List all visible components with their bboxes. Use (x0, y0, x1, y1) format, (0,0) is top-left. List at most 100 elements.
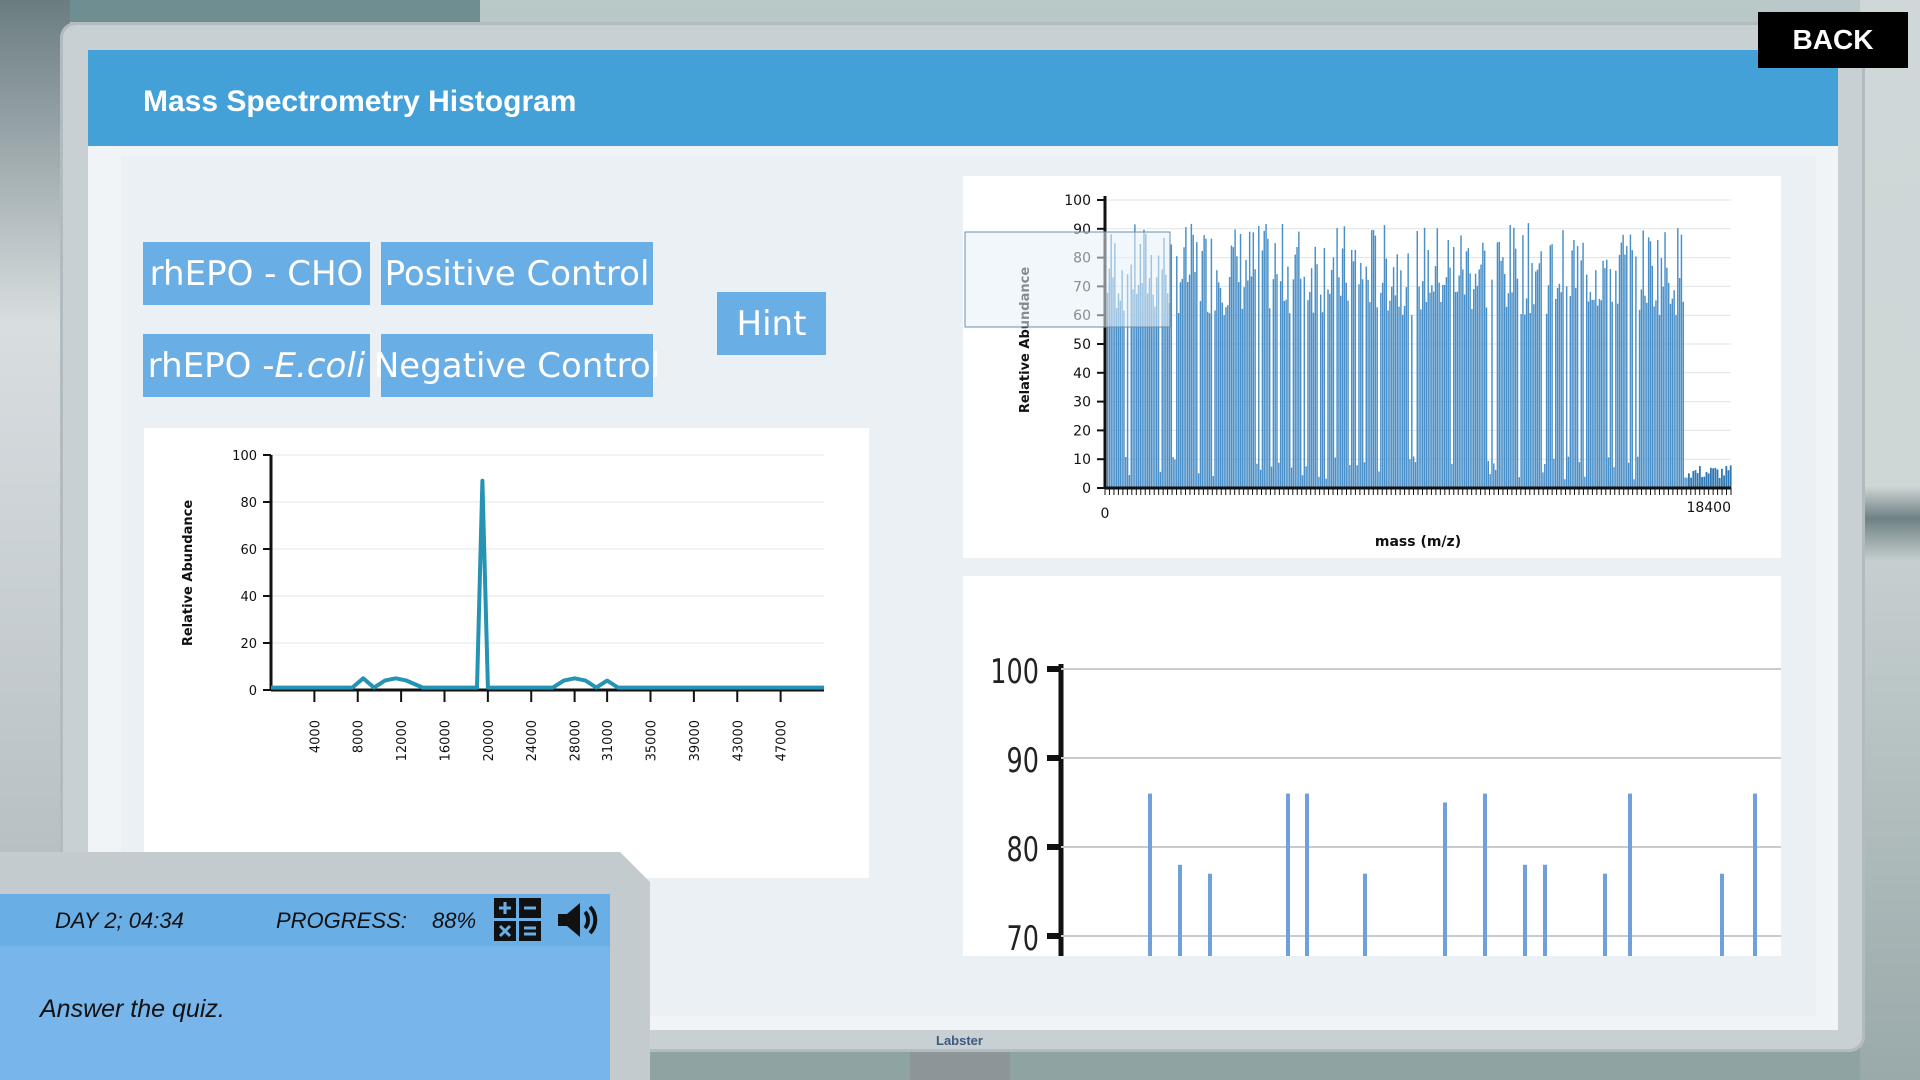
zoom-bar (1443, 802, 1447, 956)
histogram-bar (1613, 467, 1615, 488)
histogram-bar (1356, 465, 1358, 488)
histogram-bar (1485, 307, 1488, 488)
histogram-bar (1170, 244, 1173, 488)
histogram-bar (1544, 464, 1546, 488)
histogram-bar (1349, 465, 1351, 488)
histogram-bar (1509, 225, 1511, 488)
histogram-bar (1327, 289, 1329, 488)
histogram-bar (1319, 294, 1322, 488)
series-line (271, 478, 824, 690)
progress-label: PROGRESS: (276, 908, 407, 933)
day-time: DAY 2; 04:34 (55, 908, 184, 933)
monitor-stand (910, 1052, 1010, 1080)
rhepo-ecoli-button[interactable]: rhEPO - E.coli (143, 334, 370, 397)
histogram-bar (1276, 274, 1278, 488)
histogram-bar (1487, 460, 1490, 488)
histogram-bar (1179, 282, 1182, 488)
histogram-bar (1647, 237, 1650, 488)
positive-control-button[interactable]: Positive Control (381, 242, 653, 305)
histogram-bar (1513, 227, 1515, 488)
histogram-bar (1578, 462, 1581, 488)
calculator-icon[interactable] (493, 897, 543, 943)
histogram-bar (1106, 292, 1109, 488)
histogram-bar (1518, 477, 1521, 488)
brand-label: Labster (936, 1033, 983, 1048)
speaker-icon[interactable] (556, 900, 606, 940)
histogram-bar (1624, 254, 1626, 488)
histogram-bar (1259, 469, 1262, 488)
histogram-bar (1567, 456, 1570, 488)
histogram-bar (1516, 278, 1519, 488)
histogram-bar (1121, 270, 1123, 488)
histogram-bar (1680, 234, 1683, 488)
histogram-bar (1146, 293, 1149, 488)
histogram-bar (1289, 313, 1291, 488)
zoom-bar (1628, 793, 1632, 956)
histogram-bar (1190, 223, 1193, 488)
zoom-bar (1178, 864, 1182, 956)
histogram-bar (1669, 303, 1672, 488)
histogram-bar (1219, 287, 1222, 488)
histogram-bar (1396, 254, 1398, 488)
line-chart-card: 0 20 40 60 80 100 Relative Abundance 4000 8000 12… (144, 428, 869, 878)
content-panel: rhEPO - CHO Positive Control rhEPO - E.c… (121, 156, 1816, 1016)
histogram-bar (1505, 306, 1508, 488)
histogram-bar (1139, 243, 1142, 488)
histogram-bar (1434, 266, 1437, 488)
line-chart: 0 20 40 60 80 100 Relative Abundance 4000 8000 12… (181, 449, 824, 761)
back-button[interactable]: BACK (1758, 12, 1908, 68)
zoom-bar (1753, 793, 1757, 956)
histogram-bar (1507, 293, 1510, 488)
zoom-bar (1720, 873, 1724, 956)
histogram-bar (1576, 246, 1579, 488)
histogram-bar (1254, 269, 1256, 488)
histogram-bar (1197, 473, 1200, 488)
histogram-bar (1343, 226, 1346, 488)
zoom-bar (1483, 793, 1487, 956)
histogram-bar (1272, 279, 1275, 488)
histogram-bar (1658, 314, 1661, 488)
histogram-bar (1469, 273, 1471, 488)
negative-control-button[interactable]: Negative Control (374, 334, 660, 397)
histogram-bar (1294, 254, 1296, 488)
histogram-bar (1203, 235, 1205, 488)
background-top (70, 0, 480, 22)
histogram-bar (1387, 310, 1389, 488)
histogram-bar (1225, 307, 1227, 488)
histogram-bar (1538, 263, 1541, 488)
histogram-bar (1194, 271, 1196, 488)
x-tick-label: 31000 (601, 720, 616, 761)
histogram-bar (1531, 263, 1533, 488)
histogram-bar (1141, 282, 1143, 488)
rhepo-ecoli-prefix: rhEPO - (147, 345, 275, 386)
hint-button[interactable]: Hint (717, 292, 826, 355)
histogram-bar (1682, 301, 1684, 488)
histogram-bar (1247, 280, 1249, 488)
histogram-bar (1199, 300, 1202, 488)
y-tick-label: 50 (1073, 337, 1091, 353)
histogram-bar (1622, 234, 1624, 488)
histogram-bar (1301, 475, 1304, 488)
histogram-bar (1126, 274, 1129, 488)
histogram-bar (1498, 241, 1500, 488)
histogram-bar (1420, 309, 1422, 488)
histogram-bar (1626, 245, 1628, 488)
histogram-bar (1212, 476, 1214, 488)
histogram-bar (1134, 224, 1136, 488)
histogram-bar (1703, 476, 1706, 488)
histogram-bar (1208, 313, 1211, 488)
histogram-bar (1714, 467, 1717, 488)
histogram-bar (1443, 284, 1446, 488)
histogram-bar (1340, 295, 1342, 488)
histogram-bar (1723, 475, 1725, 488)
histogram-bar (1287, 266, 1289, 488)
histogram-bar (1589, 292, 1592, 488)
histogram-bar (1265, 223, 1267, 488)
histogram-bar (1442, 284, 1444, 488)
histogram-bar (1334, 457, 1337, 488)
histogram-bar (1701, 476, 1703, 488)
histogram-bar (1476, 285, 1479, 488)
rhepo-cho-button[interactable]: rhEPO - CHO (143, 242, 370, 305)
zoom-bar (1523, 864, 1527, 956)
histogram-bar (1536, 269, 1539, 488)
